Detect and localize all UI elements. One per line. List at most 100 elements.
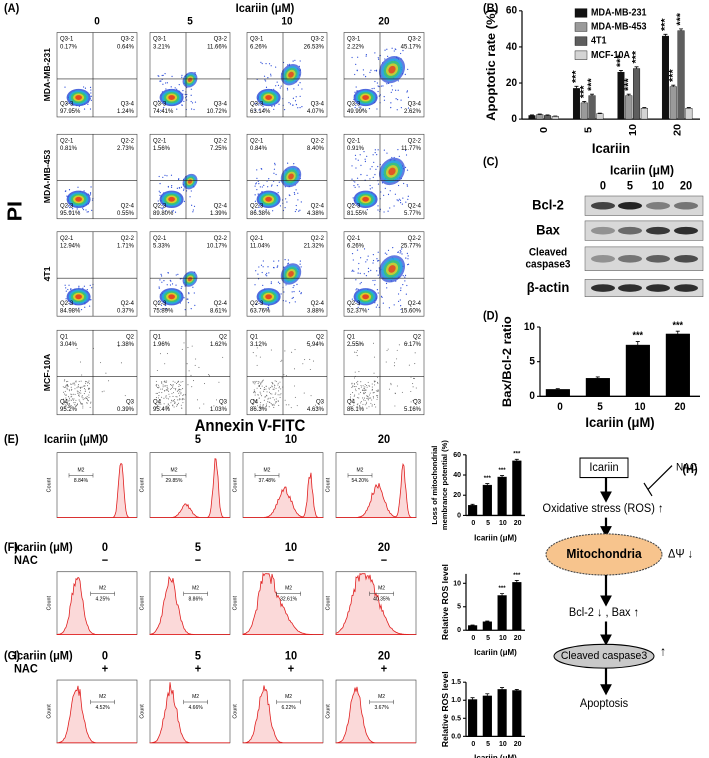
y-tick-label: 10 xyxy=(524,322,535,333)
gate-value: 4.52% xyxy=(96,705,111,711)
dot xyxy=(279,87,281,89)
cotreatment-label: NAC xyxy=(14,555,38,567)
dot xyxy=(254,392,256,394)
dot xyxy=(180,287,182,290)
dot xyxy=(65,405,67,407)
dot xyxy=(397,184,400,187)
gate-value: 8.84% xyxy=(74,478,89,484)
dot xyxy=(64,390,66,392)
dot xyxy=(296,283,298,286)
dot xyxy=(216,399,218,401)
dot xyxy=(178,383,180,385)
dot xyxy=(262,404,264,406)
nac-sign: + xyxy=(288,663,295,675)
dot xyxy=(256,347,258,349)
x-tick-label: 10 xyxy=(499,633,507,642)
dot xyxy=(397,293,400,295)
quadrant-name: Q2-2 xyxy=(214,235,228,242)
node-organelle: Mitochondria xyxy=(566,546,642,561)
quadrant-name: Q3-2 xyxy=(311,36,325,43)
dot xyxy=(258,206,260,208)
quadrant-name: Q1 xyxy=(347,333,356,340)
quadrant-name: Q2-2 xyxy=(408,137,422,144)
dot xyxy=(178,385,180,387)
dot xyxy=(267,186,269,188)
dot xyxy=(268,391,270,393)
dot xyxy=(368,406,370,408)
quadrant-value: 5.33% xyxy=(153,242,170,249)
dot xyxy=(378,85,380,88)
bar xyxy=(482,484,492,516)
dot xyxy=(166,405,168,407)
dot xyxy=(171,393,173,395)
dot xyxy=(406,252,408,255)
dot xyxy=(280,393,282,395)
dot xyxy=(273,172,275,174)
dot xyxy=(265,406,267,408)
error-bar xyxy=(671,84,676,87)
quadrant-value: 95.4% xyxy=(153,406,170,413)
dot xyxy=(369,184,371,187)
legend-swatch xyxy=(574,50,588,60)
x-tick-label: 20 xyxy=(673,124,684,136)
quadrant-name: Q2-3 xyxy=(250,300,264,307)
quadrant-value: 11.77% xyxy=(401,145,421,152)
dot xyxy=(360,400,362,403)
dot xyxy=(414,377,416,380)
quadrant-value: 2.62% xyxy=(404,108,421,115)
dot xyxy=(351,298,353,300)
dot xyxy=(354,181,356,183)
dot xyxy=(64,394,66,396)
dot xyxy=(72,383,74,385)
bar xyxy=(468,505,478,516)
quadrant-name: Q3-1 xyxy=(347,36,361,43)
dot xyxy=(300,292,302,295)
dot xyxy=(370,397,372,399)
dot xyxy=(170,186,173,189)
dot xyxy=(187,301,190,304)
dot xyxy=(273,403,275,405)
dot xyxy=(388,388,390,390)
dot xyxy=(386,83,388,85)
y-tick-label: 10 xyxy=(453,578,461,587)
dot xyxy=(376,258,378,260)
dot xyxy=(170,402,172,404)
dot xyxy=(66,388,68,390)
dot xyxy=(367,398,369,400)
nac-sign: − xyxy=(102,555,109,567)
dot xyxy=(160,207,162,209)
dot xyxy=(87,211,89,213)
dot xyxy=(357,403,359,405)
dot xyxy=(254,185,256,187)
dot xyxy=(378,259,380,262)
dot xyxy=(414,363,416,365)
dot xyxy=(394,193,396,195)
dot xyxy=(178,399,180,401)
dot xyxy=(158,175,160,178)
dot xyxy=(407,107,410,109)
x-label: Icariin (μM) xyxy=(474,752,517,758)
dot xyxy=(397,89,399,91)
dot xyxy=(360,384,362,387)
dot xyxy=(192,286,194,288)
dot xyxy=(360,281,362,284)
dot xyxy=(177,389,179,391)
dot xyxy=(254,194,256,196)
dot xyxy=(80,380,82,382)
dot xyxy=(73,402,75,404)
dot xyxy=(366,397,368,399)
dot xyxy=(90,99,92,102)
dot xyxy=(78,307,80,309)
dot xyxy=(71,388,73,390)
dot xyxy=(364,388,366,390)
quadrant-name: Q2-3 xyxy=(250,202,264,209)
dose-label: 0 xyxy=(102,542,108,554)
dot xyxy=(412,399,414,401)
dot xyxy=(90,401,92,403)
dot xyxy=(312,360,314,362)
dot xyxy=(101,391,103,393)
treatment-label: Icariin (μM) xyxy=(44,433,103,445)
dot xyxy=(64,379,66,381)
quadrant-value: 0.91% xyxy=(347,145,364,152)
